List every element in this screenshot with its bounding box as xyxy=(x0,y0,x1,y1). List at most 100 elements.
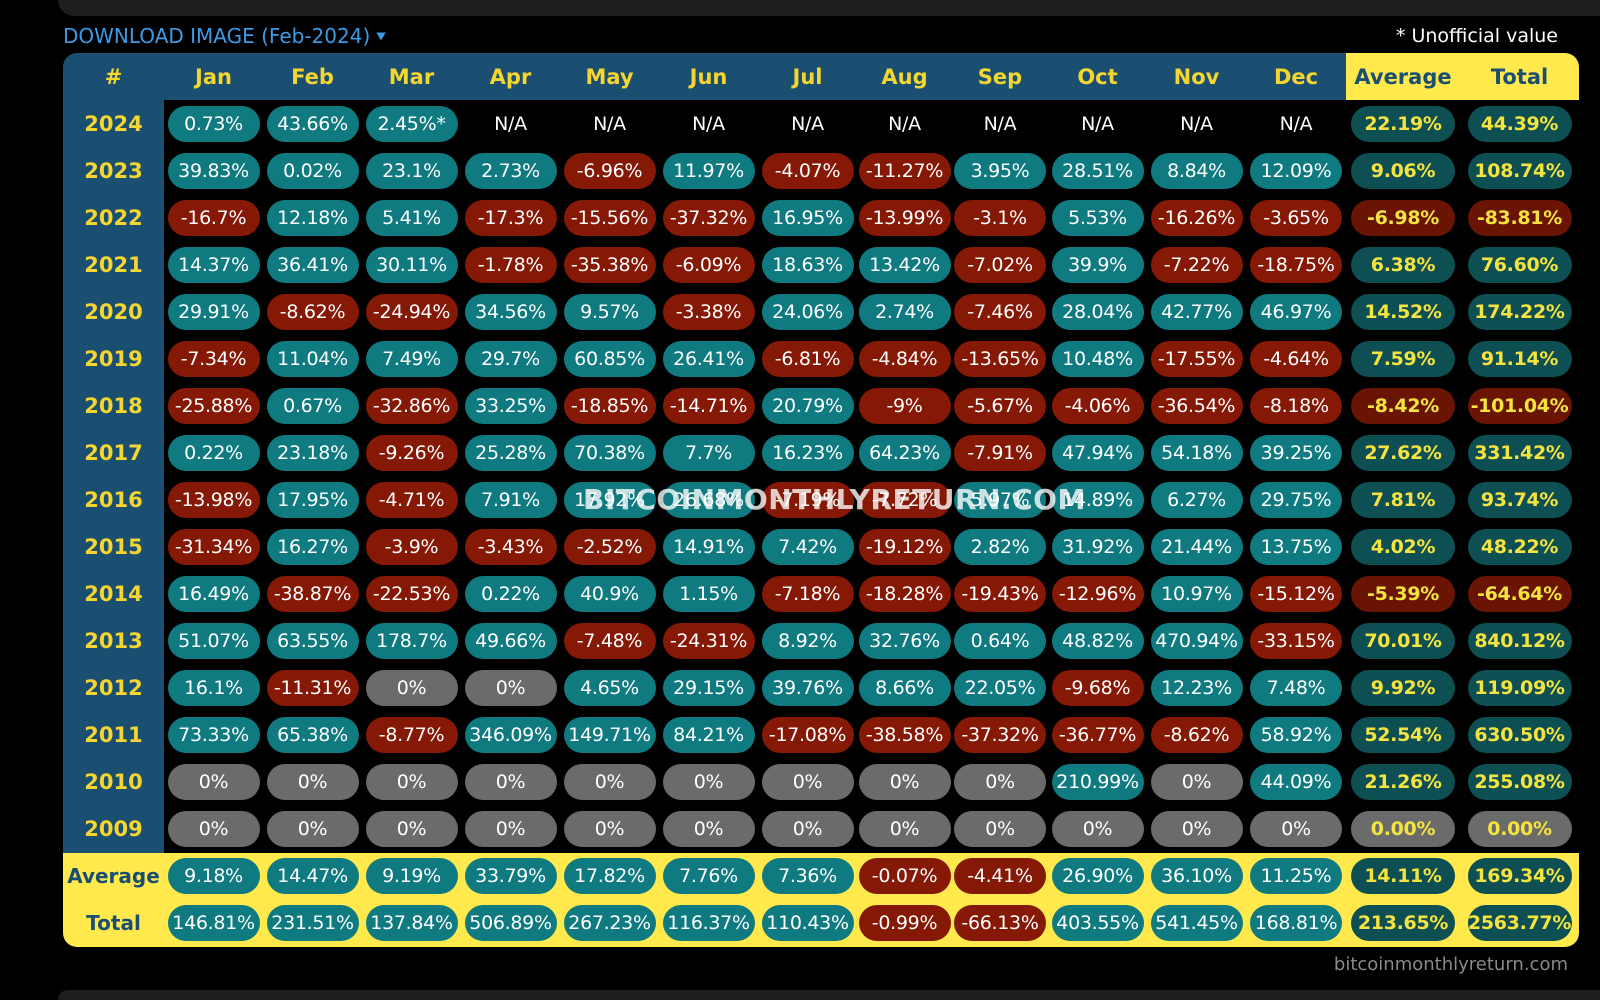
return-pill: 33.79% xyxy=(464,857,557,894)
table-cell: 0% xyxy=(362,664,461,711)
row-label: Total xyxy=(86,910,141,935)
return-pill: -17.08% xyxy=(761,716,854,753)
table-cell: -12.96% xyxy=(1048,570,1147,617)
table-cell: 231.51% xyxy=(263,899,362,946)
table-cell: 48.82% xyxy=(1048,617,1147,664)
average-pill: -8.42% xyxy=(1351,387,1455,424)
table-cell: -38.58% xyxy=(857,711,952,758)
table-cell: 11.04% xyxy=(263,335,362,382)
table-cell: 0% xyxy=(758,758,857,805)
return-pill: 65.38% xyxy=(266,716,359,753)
return-pill: 34.56% xyxy=(464,293,557,330)
table-cell: -17.55% xyxy=(1147,335,1246,382)
return-pill: 51.07% xyxy=(167,622,260,659)
return-pill: -38.87% xyxy=(266,575,359,612)
total-cell: 44.39% xyxy=(1460,100,1579,147)
total-cell: 108.74% xyxy=(1460,147,1579,194)
table-cell: -66.13% xyxy=(952,899,1048,946)
table-cell: 16.27% xyxy=(263,523,362,570)
table-cell: 403.55% xyxy=(1048,899,1147,946)
table-cell: 43.66% xyxy=(263,100,362,147)
table-cell: -1.78% xyxy=(461,241,560,288)
return-pill: -13.65% xyxy=(954,340,1046,377)
table-cell: N/A xyxy=(1048,100,1147,147)
table-cell: -13.65% xyxy=(952,335,1048,382)
average-cell: 70.01% xyxy=(1346,617,1460,664)
return-pill: 44.09% xyxy=(1250,763,1342,800)
table-cell: -18.75% xyxy=(1246,241,1346,288)
return-pill: N/A xyxy=(1081,112,1114,135)
average-pill: 14.11% xyxy=(1351,857,1455,894)
total-cell: 2563.77% xyxy=(1460,899,1579,946)
total-pill: 255.08% xyxy=(1467,763,1572,800)
table-cell: 0% xyxy=(1147,758,1246,805)
return-pill: 29.7% xyxy=(464,340,557,377)
year-row: 2018 -25.88% 0.67% -32.86% 33.25% -18.85% -14.… xyxy=(63,382,1579,429)
return-pill: 506.89% xyxy=(464,904,557,941)
return-pill: 16.49% xyxy=(167,575,260,612)
return-pill: 21.44% xyxy=(1150,528,1243,565)
table-cell: 267.23% xyxy=(560,899,659,946)
table-cell: -16.7% xyxy=(164,194,263,241)
table-cell: 0% xyxy=(659,805,758,852)
table-cell: 33.79% xyxy=(461,852,560,899)
table-cell: 0% xyxy=(560,758,659,805)
return-pill: -4.41% xyxy=(954,857,1046,894)
return-pill: 0% xyxy=(167,810,260,847)
return-pill: -3.9% xyxy=(365,528,458,565)
table-cell: 47.94% xyxy=(1048,429,1147,476)
table-cell: 17.95% xyxy=(263,476,362,523)
total-pill: 91.14% xyxy=(1467,340,1572,377)
table-cell: -22.53% xyxy=(362,570,461,617)
return-pill: 17.82% xyxy=(563,857,656,894)
average-cell: 27.62% xyxy=(1346,429,1460,476)
return-pill: 39.9% xyxy=(1051,246,1144,283)
average-cell: 9.92% xyxy=(1346,664,1460,711)
return-pill: 2.82% xyxy=(954,528,1046,565)
return-pill: 267.23% xyxy=(563,904,656,941)
table-cell: 51.07% xyxy=(164,617,263,664)
return-pill: -16.7% xyxy=(167,199,260,236)
average-pill: 52.54% xyxy=(1351,716,1455,753)
return-pill: 0% xyxy=(662,763,755,800)
table-cell: 137.84% xyxy=(362,899,461,946)
month-header: Nov xyxy=(1173,64,1220,89)
return-pill: 16.95% xyxy=(761,199,854,236)
table-cell: 22.05% xyxy=(952,664,1048,711)
table-cell: -24.31% xyxy=(659,617,758,664)
table-cell: 39.83% xyxy=(164,147,263,194)
average-column-header: Average xyxy=(1354,64,1452,89)
average-pill: 213.65% xyxy=(1351,904,1455,941)
table-cell: -36.77% xyxy=(1048,711,1147,758)
table-cell: 16.95% xyxy=(758,194,857,241)
return-pill: -7.91% xyxy=(954,434,1046,471)
download-image-link[interactable]: DOWNLOAD IMAGE (Feb-2024) ⯆ xyxy=(63,22,388,50)
return-pill: 25.28% xyxy=(464,434,557,471)
table-cell: -3.38% xyxy=(659,288,758,335)
total-pill: -83.81% xyxy=(1467,199,1572,236)
table-cell: 5.41% xyxy=(362,194,461,241)
table-cell: -7.34% xyxy=(164,335,263,382)
table-cell: 5.97% xyxy=(952,476,1048,523)
year-row: 2016 -13.98% 17.95% -4.71% 7.91% 17.92% 26.68%… xyxy=(63,476,1579,523)
table-cell: 40.9% xyxy=(560,570,659,617)
table-cell: 9.19% xyxy=(362,852,461,899)
total-pill: 48.22% xyxy=(1467,528,1572,565)
return-pill: 40.9% xyxy=(563,575,656,612)
table-cell: -13.98% xyxy=(164,476,263,523)
row-label: 2013 xyxy=(84,628,143,653)
return-pill: 47.94% xyxy=(1051,434,1144,471)
table-cell: 70.38% xyxy=(560,429,659,476)
return-pill: 0% xyxy=(1150,763,1243,800)
total-pill: 0.00% xyxy=(1467,810,1572,847)
table-cell: 17.82% xyxy=(560,852,659,899)
row-label: 2021 xyxy=(84,252,143,277)
average-cell: 7.81% xyxy=(1346,476,1460,523)
return-pill: 54.18% xyxy=(1150,434,1243,471)
return-pill: 20.79% xyxy=(761,387,854,424)
return-pill: 7.49% xyxy=(365,340,458,377)
return-pill: -31.34% xyxy=(167,528,260,565)
table-cell: 14.91% xyxy=(659,523,758,570)
average-pill: 70.01% xyxy=(1351,622,1455,659)
year-row: 2015 -31.34% 16.27% -3.9% -3.43% -2.52% 14.91%… xyxy=(63,523,1579,570)
